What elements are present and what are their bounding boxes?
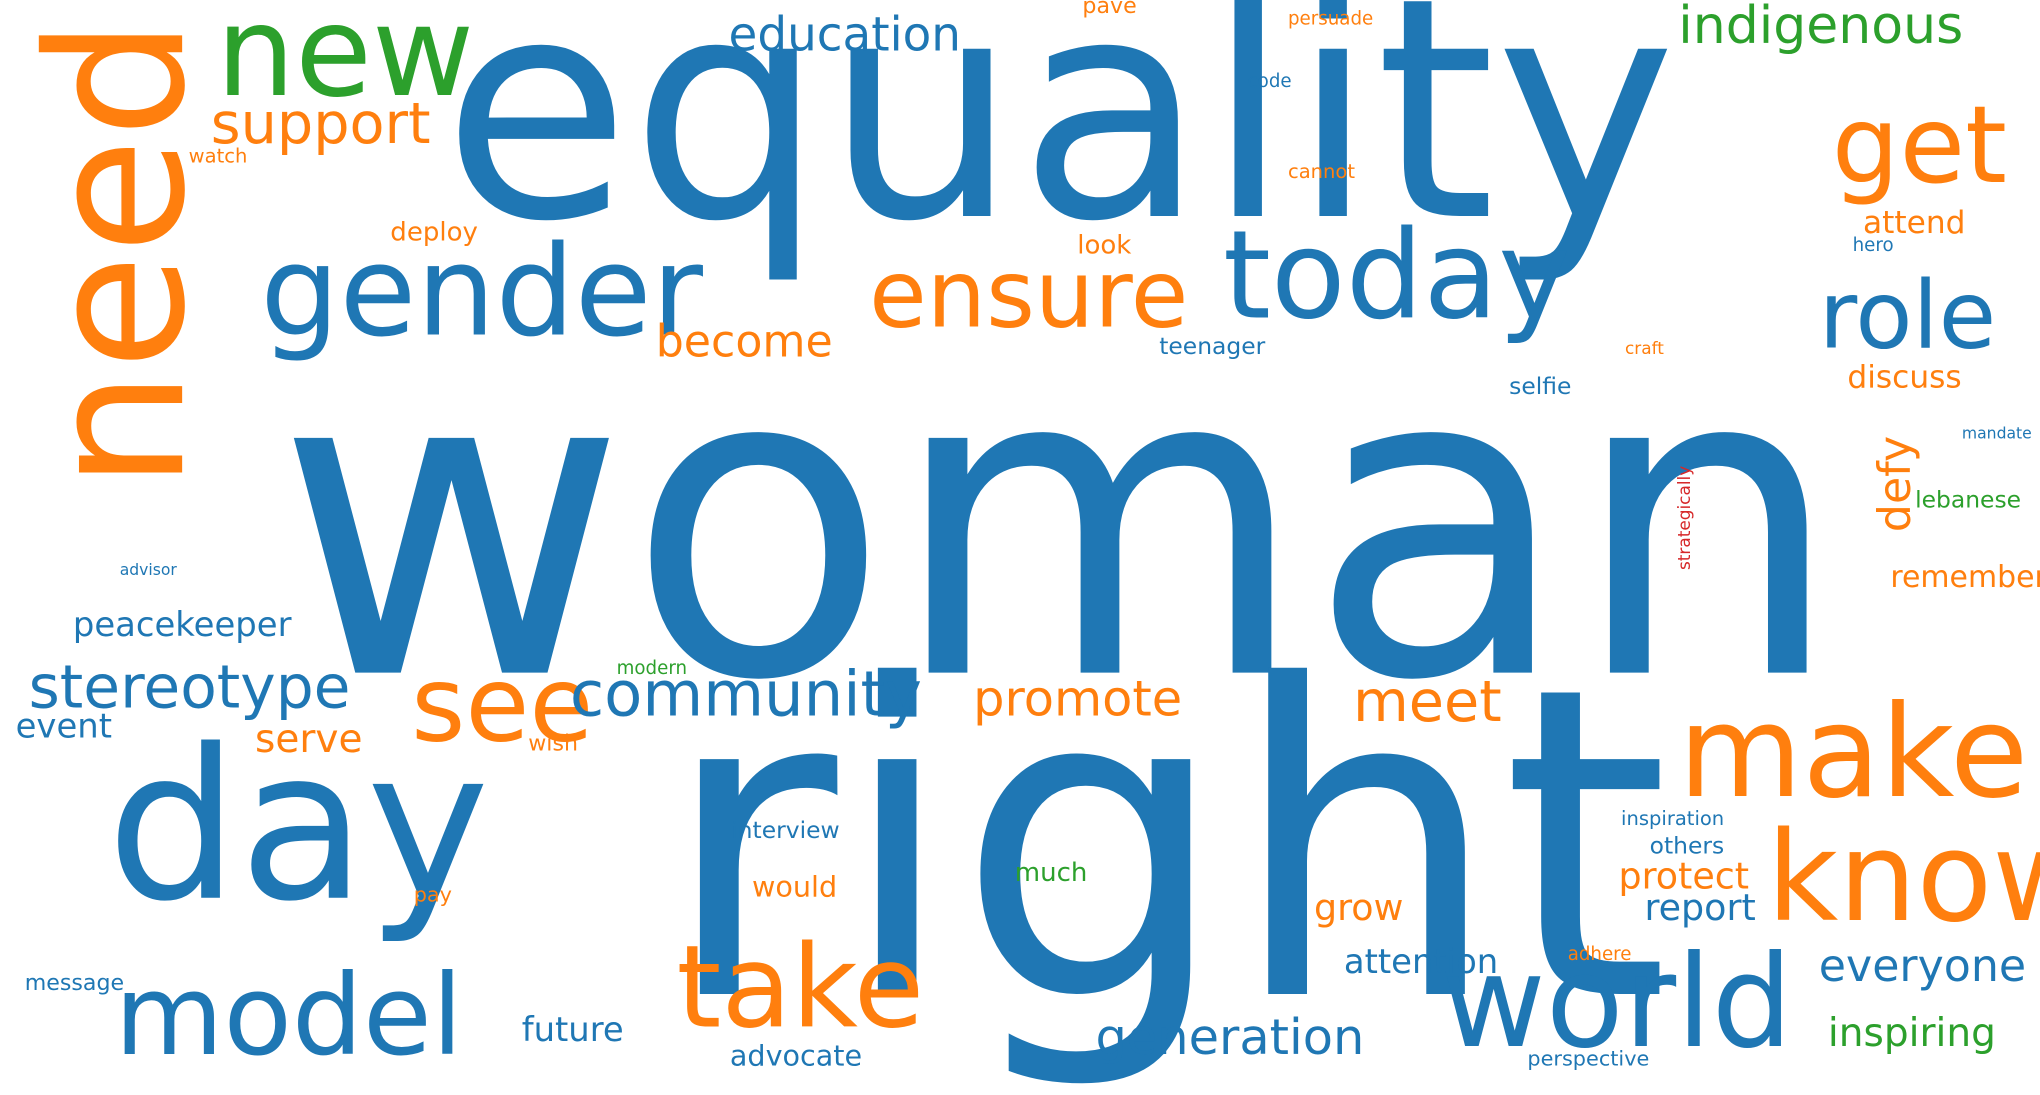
word-indigenous: indigenous bbox=[1678, 0, 1964, 56]
word-woman: woman bbox=[275, 274, 1844, 775]
word-inspiring: inspiring bbox=[1827, 1010, 1996, 1057]
word-would: would bbox=[751, 871, 838, 905]
word-mandate: mandate bbox=[1961, 424, 2032, 443]
word-meet: meet bbox=[1353, 668, 1502, 736]
word-look: look bbox=[1077, 228, 1132, 261]
word-adhere: adhere bbox=[1567, 944, 1632, 966]
word-serve: serve bbox=[254, 716, 363, 763]
word-watch: watch bbox=[188, 144, 248, 168]
word-make: make bbox=[1678, 679, 2029, 828]
word-stereotype: stereotype bbox=[28, 651, 351, 723]
word-lebanese: lebanese bbox=[1915, 486, 2022, 514]
word-become: become bbox=[655, 316, 833, 369]
word-generation: generation bbox=[1095, 1008, 1365, 1066]
word-advocate: advocate bbox=[729, 1040, 863, 1074]
word-grow: grow bbox=[1314, 885, 1404, 929]
word-gender: gender bbox=[260, 218, 703, 365]
word-others: others bbox=[1649, 832, 1725, 860]
word-get: get bbox=[1831, 84, 2007, 209]
word-event: event bbox=[15, 707, 112, 747]
word-education: education bbox=[728, 9, 961, 63]
word-message: message bbox=[24, 970, 125, 997]
word-teenager: teenager bbox=[1159, 333, 1266, 361]
word-world: world bbox=[1441, 928, 1793, 1078]
word-craft: craft bbox=[1624, 339, 1664, 360]
word-discuss: discuss bbox=[1847, 359, 1962, 396]
word-role: role bbox=[1818, 260, 1997, 370]
word-much: much bbox=[1014, 856, 1088, 888]
word-attention: attention bbox=[1343, 943, 1499, 983]
word-new: new bbox=[215, 0, 475, 125]
word-wish: wish bbox=[528, 731, 578, 758]
word-deploy: deploy bbox=[390, 215, 478, 248]
word-peacekeeper: peacekeeper bbox=[72, 606, 292, 646]
word-modern: modern bbox=[616, 658, 688, 680]
word-hero: hero bbox=[1852, 235, 1894, 257]
word-cannot: cannot bbox=[1287, 160, 1356, 184]
word-defy: defy bbox=[1869, 435, 1922, 533]
word-ensure: ensure bbox=[869, 239, 1189, 349]
word-strategically: strategically bbox=[1675, 465, 1696, 571]
word-pay: pay bbox=[413, 882, 453, 907]
word-equality: equality bbox=[442, 0, 1677, 289]
word-take: take bbox=[676, 919, 925, 1054]
word-interview: interview bbox=[731, 817, 840, 845]
word-everyone: everyone bbox=[1818, 940, 2027, 993]
word-day: day bbox=[106, 703, 490, 948]
word-support: support bbox=[210, 91, 431, 158]
word-perspective: perspective bbox=[1527, 1046, 1650, 1071]
word-attend: attend bbox=[1863, 204, 1966, 241]
word-selfie: selfie bbox=[1509, 373, 1572, 401]
word-community: community bbox=[569, 658, 923, 732]
word-right: right bbox=[660, 595, 1670, 1095]
word-future: future bbox=[521, 1010, 624, 1050]
word-pave: pave bbox=[1082, 0, 1137, 20]
word-persuade: persuade bbox=[1287, 9, 1374, 30]
word-model: model bbox=[114, 951, 463, 1082]
word-advisor: advisor bbox=[119, 560, 177, 579]
word-need: need bbox=[7, 18, 228, 490]
word-see: see bbox=[411, 643, 594, 765]
word-remember: remember bbox=[1890, 560, 2040, 595]
word-protect: protect bbox=[1618, 854, 1750, 898]
word-inspiration: inspiration bbox=[1621, 806, 1725, 831]
word-code: code bbox=[1247, 71, 1292, 93]
word-today: today bbox=[1222, 205, 1571, 348]
word-promote: promote bbox=[973, 670, 1183, 728]
word-report: report bbox=[1644, 885, 1756, 929]
